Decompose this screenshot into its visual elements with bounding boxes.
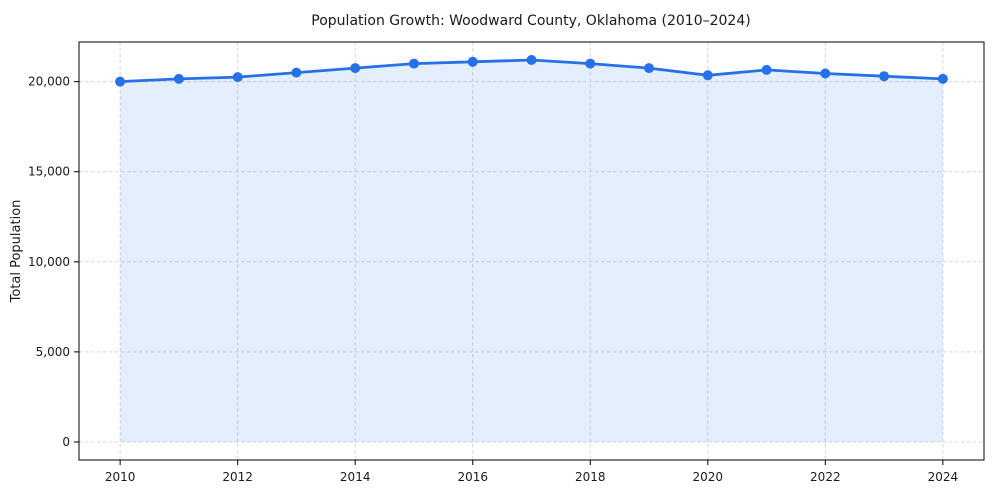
data-point-2022 [820,68,831,79]
x-tick-label: 2016 [457,470,488,484]
x-tick-label: 2014 [340,470,371,484]
y-tick-label: 20,000 [28,75,70,89]
x-tick-label: 2020 [693,470,724,484]
data-point-2017 [526,55,537,65]
data-point-2021 [761,64,772,75]
x-tick-label: 2010 [105,470,136,484]
y-tick-label: 0 [62,435,70,449]
chart-title: Population Growth: Woodward County, Okla… [311,13,750,29]
data-point-2014 [350,63,361,74]
data-point-2016 [467,56,478,67]
area-fill [120,60,943,442]
plot-border [78,41,985,461]
data-point-2012 [232,72,243,83]
data-point-2023 [879,71,890,82]
x-tick-label: 2024 [928,470,959,484]
y-tick-label: 15,000 [28,165,70,179]
x-tick-label: 2012 [222,470,253,484]
x-tick-label: 2022 [810,470,841,484]
y-axis-label: Total Population [9,200,24,304]
data-point-2020 [702,70,713,81]
data-point-2013 [291,67,302,78]
x-tick-label: 2018 [575,470,606,484]
data-point-2018 [585,58,596,69]
plot-layers: 2010 2012 2014 2016 2018 2020 2022 2024 0 5,000 10… [28,41,985,484]
y-tick-label: 10,000 [28,255,70,269]
data-point-2011 [173,73,184,84]
data-point-2015 [409,58,419,69]
data-point-2019 [644,63,654,74]
data-point-2010 [115,76,126,87]
y-tick-label: 5,000 [36,345,70,359]
data-point-2024 [937,73,948,84]
